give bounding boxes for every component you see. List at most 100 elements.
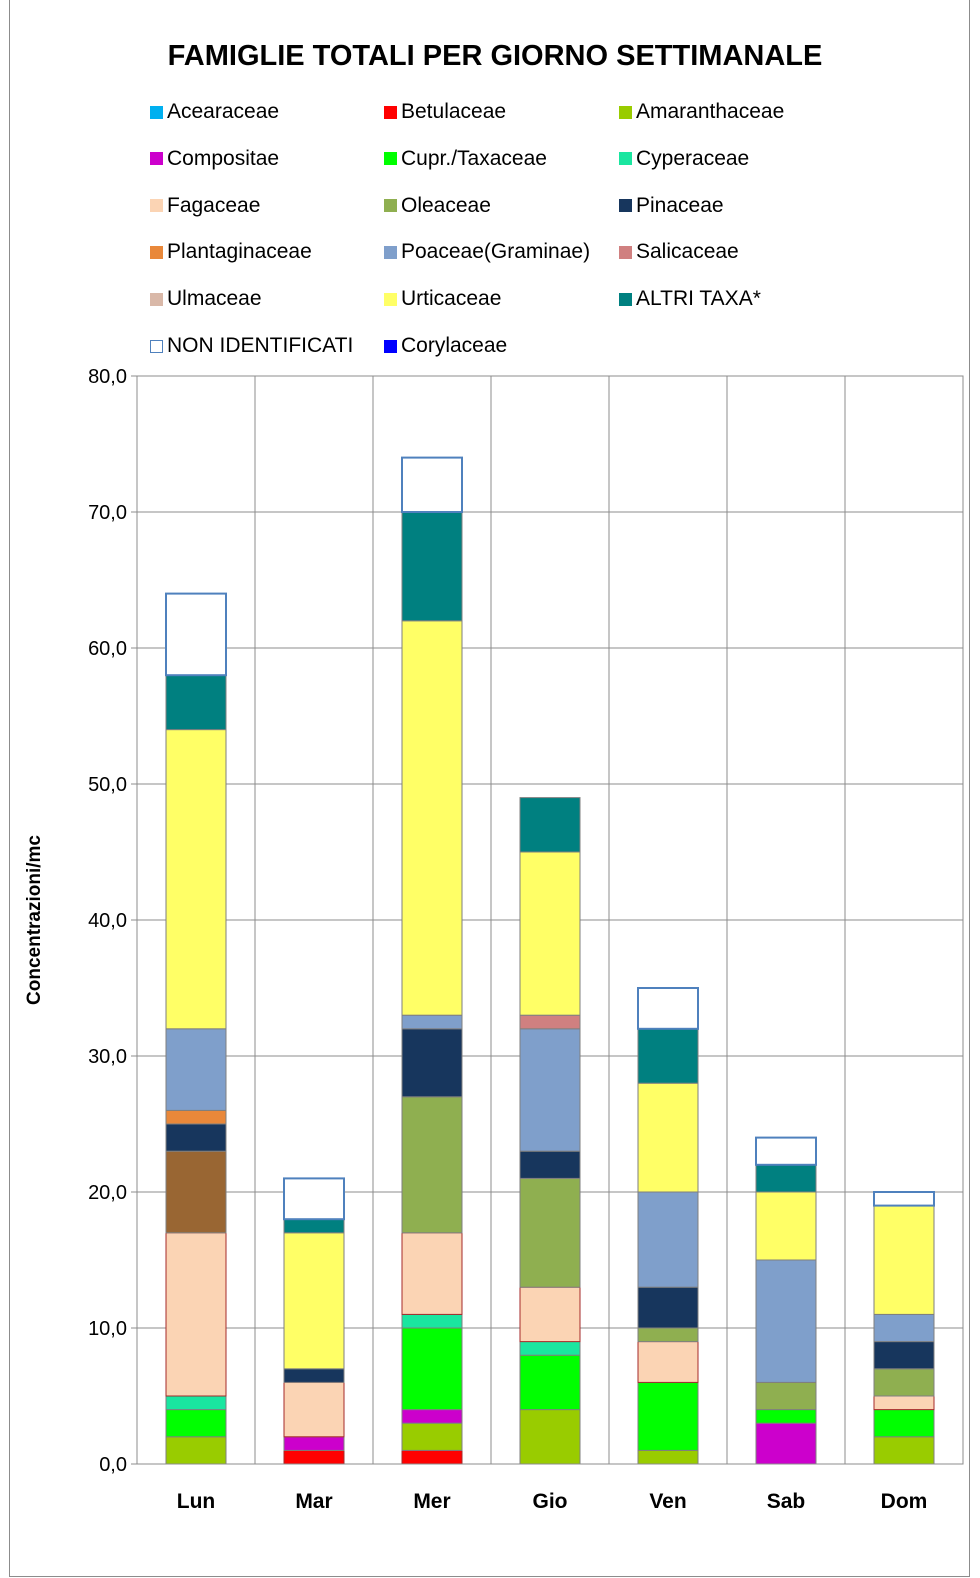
bar-segment	[283, 1436, 345, 1451]
bar-segment	[519, 1177, 581, 1288]
bar-segment	[519, 1028, 581, 1152]
y-tick-label: 30,0	[88, 1046, 127, 1068]
bar-segment	[637, 1191, 699, 1288]
bar-segment	[519, 1354, 581, 1411]
bar-segment	[165, 1409, 227, 1438]
legend-item: Compositae	[150, 147, 279, 171]
legend-item: Fagaceae	[150, 194, 260, 218]
x-tick-label: Dom	[881, 1490, 928, 1513]
bar-segment	[873, 1368, 935, 1397]
bar-segment	[873, 1313, 935, 1343]
bar-segment	[873, 1341, 935, 1370]
legend-item: Amaranthaceae	[619, 100, 784, 124]
bar-segment	[755, 1136, 817, 1166]
y-tick-label: 80,0	[88, 366, 127, 388]
chart-title: FAMIGLIE TOTALI PER GIORNO SETTIMANALE	[167, 40, 823, 72]
bar-segment	[401, 1028, 463, 1098]
legend-swatch	[384, 152, 397, 166]
bar-segment	[401, 1422, 463, 1451]
bar-segment	[637, 1028, 699, 1084]
bar-segment	[283, 1381, 345, 1438]
bar-segment	[755, 1259, 817, 1383]
bar-segment	[165, 1232, 227, 1397]
legend-swatch	[384, 339, 397, 353]
axes	[136, 375, 964, 1465]
legend-swatch	[150, 245, 163, 259]
bar-segment	[165, 1150, 227, 1234]
bar-segment	[401, 1313, 463, 1329]
legend-item: Corylaceae	[384, 334, 507, 358]
legend-label: Corylaceae	[401, 334, 508, 357]
legend-label: Fagaceae	[167, 193, 261, 217]
bar-segment	[637, 1381, 699, 1451]
legend-label: Urticaceae	[401, 287, 502, 311]
legend-swatch	[619, 292, 632, 306]
legend-item: Acearaceae	[150, 100, 279, 124]
bar-segment	[283, 1449, 345, 1465]
legend-swatch	[150, 199, 163, 213]
bar-segment	[755, 1191, 817, 1261]
bar-segment	[519, 1409, 581, 1465]
legend-item: Cyperaceae	[619, 147, 749, 171]
legend-label: Pinaceae	[636, 193, 724, 217]
legend-swatch	[619, 199, 632, 213]
legend-item: Cupr./Taxaceae	[384, 147, 547, 171]
bar-segment	[283, 1177, 345, 1221]
x-tick-label: Lun	[177, 1490, 215, 1513]
bar-segment	[283, 1232, 345, 1370]
bar-segment	[401, 1409, 463, 1424]
legend-item: Plantaginaceae	[150, 240, 312, 264]
bar-segment	[519, 1150, 581, 1179]
bar-segment	[755, 1381, 817, 1411]
bar-segment	[283, 1218, 345, 1234]
legend-item: Betulaceae	[384, 100, 506, 124]
bar-segment	[873, 1395, 935, 1411]
legend-swatch	[150, 339, 163, 353]
bar-segment	[637, 1327, 699, 1343]
x-tick-label: Gio	[533, 1490, 568, 1513]
legend-label: Betulaceae	[401, 100, 507, 123]
legend-swatch	[619, 245, 632, 259]
legend-label: Poaceae(Graminae)	[401, 240, 591, 264]
legend-swatch	[150, 105, 163, 119]
legend-label: Amaranthaceae	[636, 100, 785, 123]
bar-segment	[401, 511, 463, 622]
y-tick-label: 40,0	[88, 910, 127, 932]
legend-label: Ulmaceae	[167, 287, 262, 311]
bar-segment	[519, 851, 581, 1016]
y-tick-label: 20,0	[88, 1182, 127, 1204]
bar-segment	[519, 1341, 581, 1356]
bar-segment	[401, 1327, 463, 1411]
bar-segment	[401, 620, 463, 1016]
y-tick-label: 50,0	[88, 774, 127, 796]
bar-segment	[165, 1123, 227, 1152]
bar-segment	[873, 1409, 935, 1438]
bar-segment	[401, 1449, 463, 1465]
y-axis-label: Concentrazioni/mc	[24, 835, 45, 1005]
bar-segment	[165, 1028, 227, 1111]
bar-segment	[637, 1341, 699, 1383]
legend-label: Oleaceae	[401, 193, 491, 217]
legend-item: Urticaceae	[384, 287, 501, 311]
legend-label: Plantaginaceae	[167, 240, 312, 264]
y-tick-labels: 0,0 10,0 20,0 30,0 40,0 50,0 60,0 70,0 80,0	[88, 366, 127, 1476]
bar-segment	[755, 1422, 817, 1465]
legend-swatch	[619, 105, 632, 119]
chart-frame	[9, 0, 970, 1577]
legend-swatch	[384, 292, 397, 306]
y-tick-label: 70,0	[88, 502, 127, 524]
bar-segment	[165, 1395, 227, 1411]
bar-segment	[519, 797, 581, 853]
bar-segment	[165, 1436, 227, 1465]
bar-segment	[165, 592, 227, 677]
legend-swatch	[384, 199, 397, 213]
bar-segment	[519, 1286, 581, 1343]
legend-item: Salicaceae	[619, 240, 739, 264]
bar-segment	[755, 1409, 817, 1424]
bar-segment	[873, 1191, 935, 1207]
x-tick-labels: Lun Mar Mer Gio Ven Sab Dom	[177, 1490, 928, 1513]
bar-segment	[401, 1014, 463, 1030]
bar-segment	[283, 1368, 345, 1383]
legend-item: Poaceae(Graminae)	[384, 240, 590, 264]
